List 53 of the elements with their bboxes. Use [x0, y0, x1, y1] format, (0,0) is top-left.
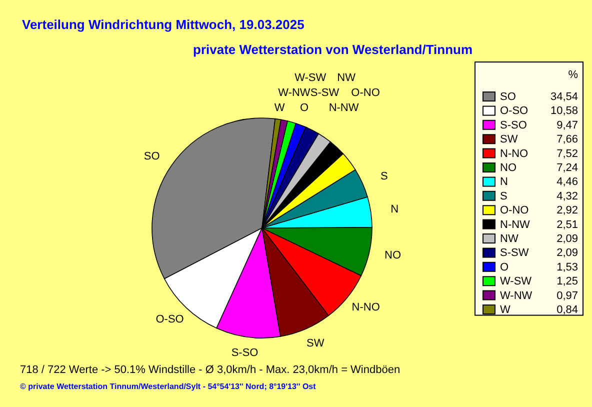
slice-label: O-SO [156, 313, 184, 326]
category-label: N-NW [328, 102, 359, 114]
data-label: 1,25 [556, 276, 578, 288]
slice-label: S-SW [310, 87, 340, 99]
legend-label: O-SO [500, 105, 529, 118]
legend-label: NO [500, 162, 517, 174]
chart-title: Verteilung Windrichtung Mittwoch, 19.03.2025 [22, 17, 304, 32]
data-label: 7,24 [556, 162, 578, 174]
text: 718 / 722 Werte -> 50.1% Windstille - Ø 3,0km/h - Max. 23,0km/h = Windböen [20, 364, 400, 376]
data-label: 0,97 [556, 290, 578, 302]
category-label: NW [337, 72, 356, 84]
legend-label: N-NW [500, 218, 531, 231]
legend-label: W-NW [500, 290, 533, 302]
data-label: 0,84 [556, 304, 578, 316]
slice-label: N [390, 204, 399, 216]
data-label: 2,92 [556, 204, 578, 217]
slice-label: SW [306, 338, 325, 350]
slice-label: NO [384, 250, 402, 262]
data-label: 2,51 [556, 218, 578, 231]
slice-label: S [380, 170, 388, 182]
slice-label: W-SW [294, 72, 327, 84]
legend-label: W [500, 304, 511, 316]
text: © private Wetterstation Tinnum/Westerland/Sylt - 54°54'13'' Nord; 8°19'13'' Ost [20, 382, 316, 391]
data-label: 7,66 [556, 134, 578, 146]
legend-label: S-SO [500, 119, 528, 132]
data-label: 4,32 [556, 190, 578, 202]
slice-label: S-SO [231, 346, 259, 359]
category-label: O-NO [351, 87, 380, 99]
slice-label: N-NO [352, 302, 380, 314]
data-label: 34,54 [550, 91, 578, 103]
data-label: 7,52 [556, 148, 578, 160]
legend-label: S [500, 190, 508, 202]
legend-title: % [568, 69, 578, 81]
legend-label: N-NO [500, 148, 529, 160]
legend-label: O [500, 261, 509, 274]
data-label: 9,47 [556, 119, 578, 132]
slice-label: W-NW [278, 87, 311, 99]
data-label: 2,09 [556, 233, 578, 245]
slice-label: O [300, 102, 310, 114]
legend-label: SW [500, 134, 518, 146]
slice-label: W [274, 102, 286, 114]
legend-label: N [500, 176, 508, 188]
legend-label: NW [500, 233, 519, 245]
legend-label: O-NO [500, 204, 530, 217]
legend-label: W-SW [500, 276, 532, 288]
data-label: 1,53 [556, 261, 578, 274]
chart-subtitle: private Wetterstation von Westerland/Tinnum [193, 42, 473, 57]
legend-label: S-SW [500, 247, 530, 260]
data-label: 2,09 [556, 247, 578, 260]
data-label: 10,58 [550, 105, 578, 118]
slice-label: SO [144, 150, 160, 162]
legend-label: SO [500, 91, 516, 103]
data-label: 4,46 [556, 176, 578, 188]
